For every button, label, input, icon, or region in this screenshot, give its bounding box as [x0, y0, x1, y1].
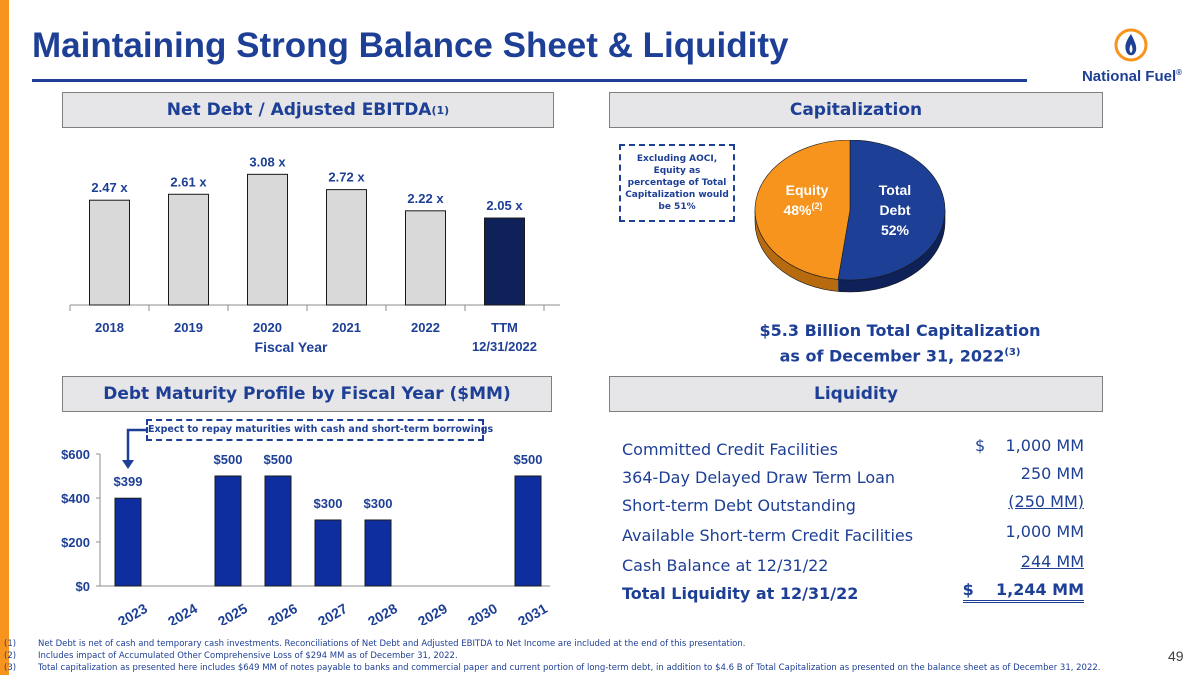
maturity-year-label: 2029 — [415, 600, 450, 625]
liquidity-row: Available Short-term Credit Facilities 1,… — [622, 522, 1088, 550]
pie-slice-total-debt — [837, 140, 946, 281]
ebitda-category-label: 2022 — [411, 320, 440, 335]
liquidity-row: Short-term Debt Outstanding (250 MM) — [622, 492, 1088, 520]
maturity-bar — [114, 497, 142, 587]
aoci-note-box: Excluding AOCI, Equity as percentage of … — [619, 144, 735, 222]
ebitda-category-label: 2020 — [253, 320, 282, 335]
pie-equity-label: Equity — [786, 182, 829, 198]
ebitda-data-label: 2.22 x — [407, 191, 444, 206]
national-fuel-logo: National Fuel® — [1074, 26, 1190, 88]
ebitda-x-axis-title: Fiscal Year — [255, 339, 328, 355]
maturity-year-label: 2025 — [215, 600, 250, 625]
repay-callout: Expect to repay maturities with cash and… — [146, 419, 493, 441]
maturity-bar — [514, 475, 542, 587]
ebitda-data-label: 2.72 x — [328, 170, 365, 185]
ebitda-data-label: 2.05 x — [486, 198, 523, 213]
maturity-year-label: 2024 — [165, 600, 200, 625]
footnote-1: (1) Net Debt is net of cash and temporary… — [4, 639, 746, 649]
ebitda-data-label: 3.08 x — [249, 154, 286, 169]
liquidity-label: Available Short-term Credit Facilities — [622, 526, 914, 545]
callout-arrow-icon — [122, 428, 148, 469]
net-debt-header: Net Debt / Adjusted EBITDA (1) — [62, 92, 554, 128]
page-title: Maintaining Strong Balance Sheet & Liqui… — [32, 26, 789, 65]
ebitda-data-label: 2.47 x — [91, 180, 128, 195]
ebitda-bar — [405, 210, 446, 306]
footnote-2: (2) Includes impact of Accumulated Other … — [4, 651, 458, 661]
liquidity-label: Committed Credit Facilities — [622, 440, 838, 459]
maturity-year-label: 2027 — [315, 600, 350, 625]
maturity-data-label: $500 — [264, 452, 293, 467]
maturity-y-tick-label: $0 — [76, 579, 90, 594]
ebitda-data-label: 2.61 x — [170, 174, 207, 189]
maturity-y-tick-label: $600 — [61, 447, 90, 462]
ebitda-category-label: 2018 — [95, 320, 124, 335]
ebitda-category-label: 2021 — [332, 320, 361, 335]
maturity-year-label: 2031 — [515, 600, 550, 625]
liquidity-row: Total Liquidity at 12/31/22 $ 1,244 MM — [622, 580, 1088, 608]
liquidity-row: 364-Day Delayed Draw Term Loan 250 MM — [622, 464, 1088, 492]
ebitda-bar — [484, 217, 525, 306]
liquidity-value: (250 MM) — [1008, 492, 1084, 511]
maturity-data-label: $300 — [364, 496, 393, 511]
pie-debt-label: Total — [879, 182, 911, 198]
maturity-bar — [314, 519, 342, 587]
liquidity-label: 364-Day Delayed Draw Term Loan — [622, 468, 896, 487]
liquidity-value: 250 MM — [1020, 464, 1084, 483]
ebitda-bar — [247, 173, 288, 306]
debt-maturity-chart: $0 $200 $400 $600 $399 2023 2024 $500 2025 $500 20… — [61, 447, 550, 625]
liquidity-row: Cash Balance at 12/31/22 244 MM — [622, 552, 1088, 580]
ebitda-category-label: TTM — [491, 320, 518, 335]
capitalization-header: Capitalization — [609, 92, 1103, 128]
ebitda-bar — [326, 189, 367, 306]
maturity-year-label: 2023 — [115, 600, 150, 625]
flame-logo-icon — [1114, 28, 1148, 62]
page-number: 49 — [1168, 648, 1184, 664]
maturity-data-label: $500 — [214, 452, 243, 467]
maturity-data-label: $500 — [514, 452, 543, 467]
liquidity-value: 1,000 MM — [1005, 522, 1085, 541]
pie-equity-footnote: (2) — [812, 201, 823, 211]
ebitda-category-label: 2019 — [174, 320, 203, 335]
liquidity-header: Liquidity — [609, 376, 1103, 412]
maturity-data-label: $300 — [314, 496, 343, 511]
liquidity-value: $ 1,000 MM — [974, 436, 1084, 455]
footnotes: (1) Net Debt is net of cash and temporary… — [4, 638, 1100, 674]
liquidity-value: $ 1,244 MM — [962, 580, 1084, 603]
maturity-bar — [364, 519, 392, 587]
total-capitalization-text: $5.3 Billion Total Capitalization as of … — [759, 321, 1041, 366]
pie-slice-equity — [754, 140, 851, 280]
maturity-y-tick-label: $200 — [61, 535, 90, 550]
maturity-bar — [264, 475, 292, 587]
pie-debt-side — [838, 210, 945, 292]
brand-name: National Fuel® — [1081, 68, 1183, 85]
maturity-bar — [214, 475, 242, 587]
pie-debt-label: Debt — [879, 202, 910, 218]
pie-equity-side — [755, 210, 839, 292]
title-underline — [32, 79, 1027, 82]
liquidity-value: 244 MM — [1020, 552, 1084, 571]
liquidity-row: Committed Credit Facilities $ 1,000 MM — [622, 436, 1088, 464]
maturity-year-label: 2026 — [265, 600, 300, 625]
ebitda-category-label: 12/31/2022 — [472, 339, 537, 354]
liquidity-label: Short-term Debt Outstanding — [622, 496, 856, 515]
ebitda-bar — [89, 199, 130, 306]
liquidity-label: Total Liquidity at 12/31/22 — [622, 584, 859, 603]
ebitda-bar — [168, 193, 209, 306]
maturity-year-label: 2028 — [365, 600, 400, 625]
pie-debt-label: 52% — [881, 222, 910, 238]
maturity-y-tick-label: $400 — [61, 491, 90, 506]
net-debt-ebitda-chart: 2.47 x 2018 2.61 x 2019 3.08 x 2020 2.72 x 2021… — [69, 154, 560, 355]
maturity-year-label: 2030 — [465, 600, 500, 625]
maturity-data-label: $399 — [114, 474, 143, 489]
liquidity-label: Cash Balance at 12/31/22 — [622, 556, 829, 575]
debt-maturity-header: Debt Maturity Profile by Fiscal Year ($M… — [62, 376, 552, 412]
left-accent-bar — [0, 0, 9, 675]
footnote-3: (3) Total capitalization as presented her… — [4, 663, 1101, 673]
